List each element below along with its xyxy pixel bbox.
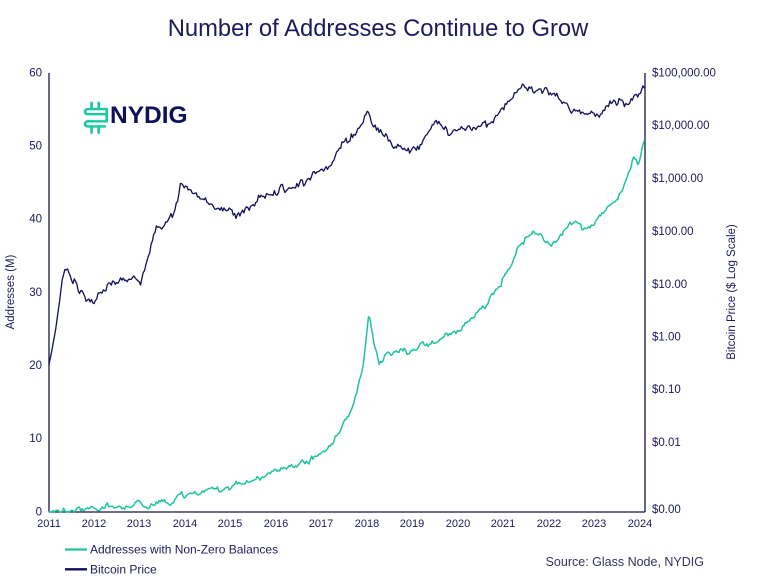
svg-text:10: 10 bbox=[29, 433, 42, 445]
svg-text:$0.10: $0.10 bbox=[652, 384, 681, 396]
svg-text:2011: 2011 bbox=[37, 518, 61, 530]
svg-text:2013: 2013 bbox=[127, 518, 151, 530]
svg-text:30: 30 bbox=[29, 287, 42, 299]
svg-text:40: 40 bbox=[29, 214, 42, 226]
svg-text:$0.00: $0.00 bbox=[652, 504, 681, 516]
svg-text:60: 60 bbox=[29, 68, 42, 80]
svg-text:2012: 2012 bbox=[82, 518, 106, 530]
svg-text:20: 20 bbox=[29, 360, 42, 372]
svg-text:2023: 2023 bbox=[582, 518, 606, 530]
svg-text:2024: 2024 bbox=[628, 518, 652, 530]
svg-text:$0.01: $0.01 bbox=[652, 437, 681, 449]
svg-text:NYDIG: NYDIG bbox=[110, 102, 188, 129]
svg-text:0: 0 bbox=[36, 507, 42, 519]
svg-text:2019: 2019 bbox=[400, 518, 424, 530]
svg-text:2020: 2020 bbox=[446, 518, 470, 530]
svg-text:2018: 2018 bbox=[355, 518, 379, 530]
svg-text:Bitcoin Price ($ Log Scale): Bitcoin Price ($ Log Scale) bbox=[726, 224, 738, 360]
svg-text:Source: Glass Node, NYDIG: Source: Glass Node, NYDIG bbox=[546, 555, 704, 569]
svg-text:Number of Addresses Continue t: Number of Addresses Continue to Grow bbox=[168, 15, 589, 42]
svg-text:2021: 2021 bbox=[491, 518, 515, 530]
svg-text:Addresses with Non-Zero Balanc: Addresses with Non-Zero Balances bbox=[90, 543, 278, 557]
svg-text:2015: 2015 bbox=[218, 518, 242, 530]
svg-text:2014: 2014 bbox=[173, 518, 197, 530]
svg-text:$1.00: $1.00 bbox=[652, 332, 681, 344]
svg-text:$100.00: $100.00 bbox=[652, 226, 694, 238]
svg-text:50: 50 bbox=[29, 141, 42, 153]
svg-text:2016: 2016 bbox=[264, 518, 288, 530]
svg-text:$1,000.00: $1,000.00 bbox=[652, 173, 703, 185]
svg-text:$10.00: $10.00 bbox=[652, 279, 687, 291]
svg-text:$10,000.00: $10,000.00 bbox=[652, 120, 710, 132]
svg-text:Addresses (M): Addresses (M) bbox=[5, 254, 17, 329]
svg-text:Bitcoin Price: Bitcoin Price bbox=[90, 562, 157, 576]
svg-text:2022: 2022 bbox=[537, 518, 561, 530]
svg-text:$100,000.00: $100,000.00 bbox=[652, 68, 716, 80]
svg-text:2017: 2017 bbox=[309, 518, 333, 530]
